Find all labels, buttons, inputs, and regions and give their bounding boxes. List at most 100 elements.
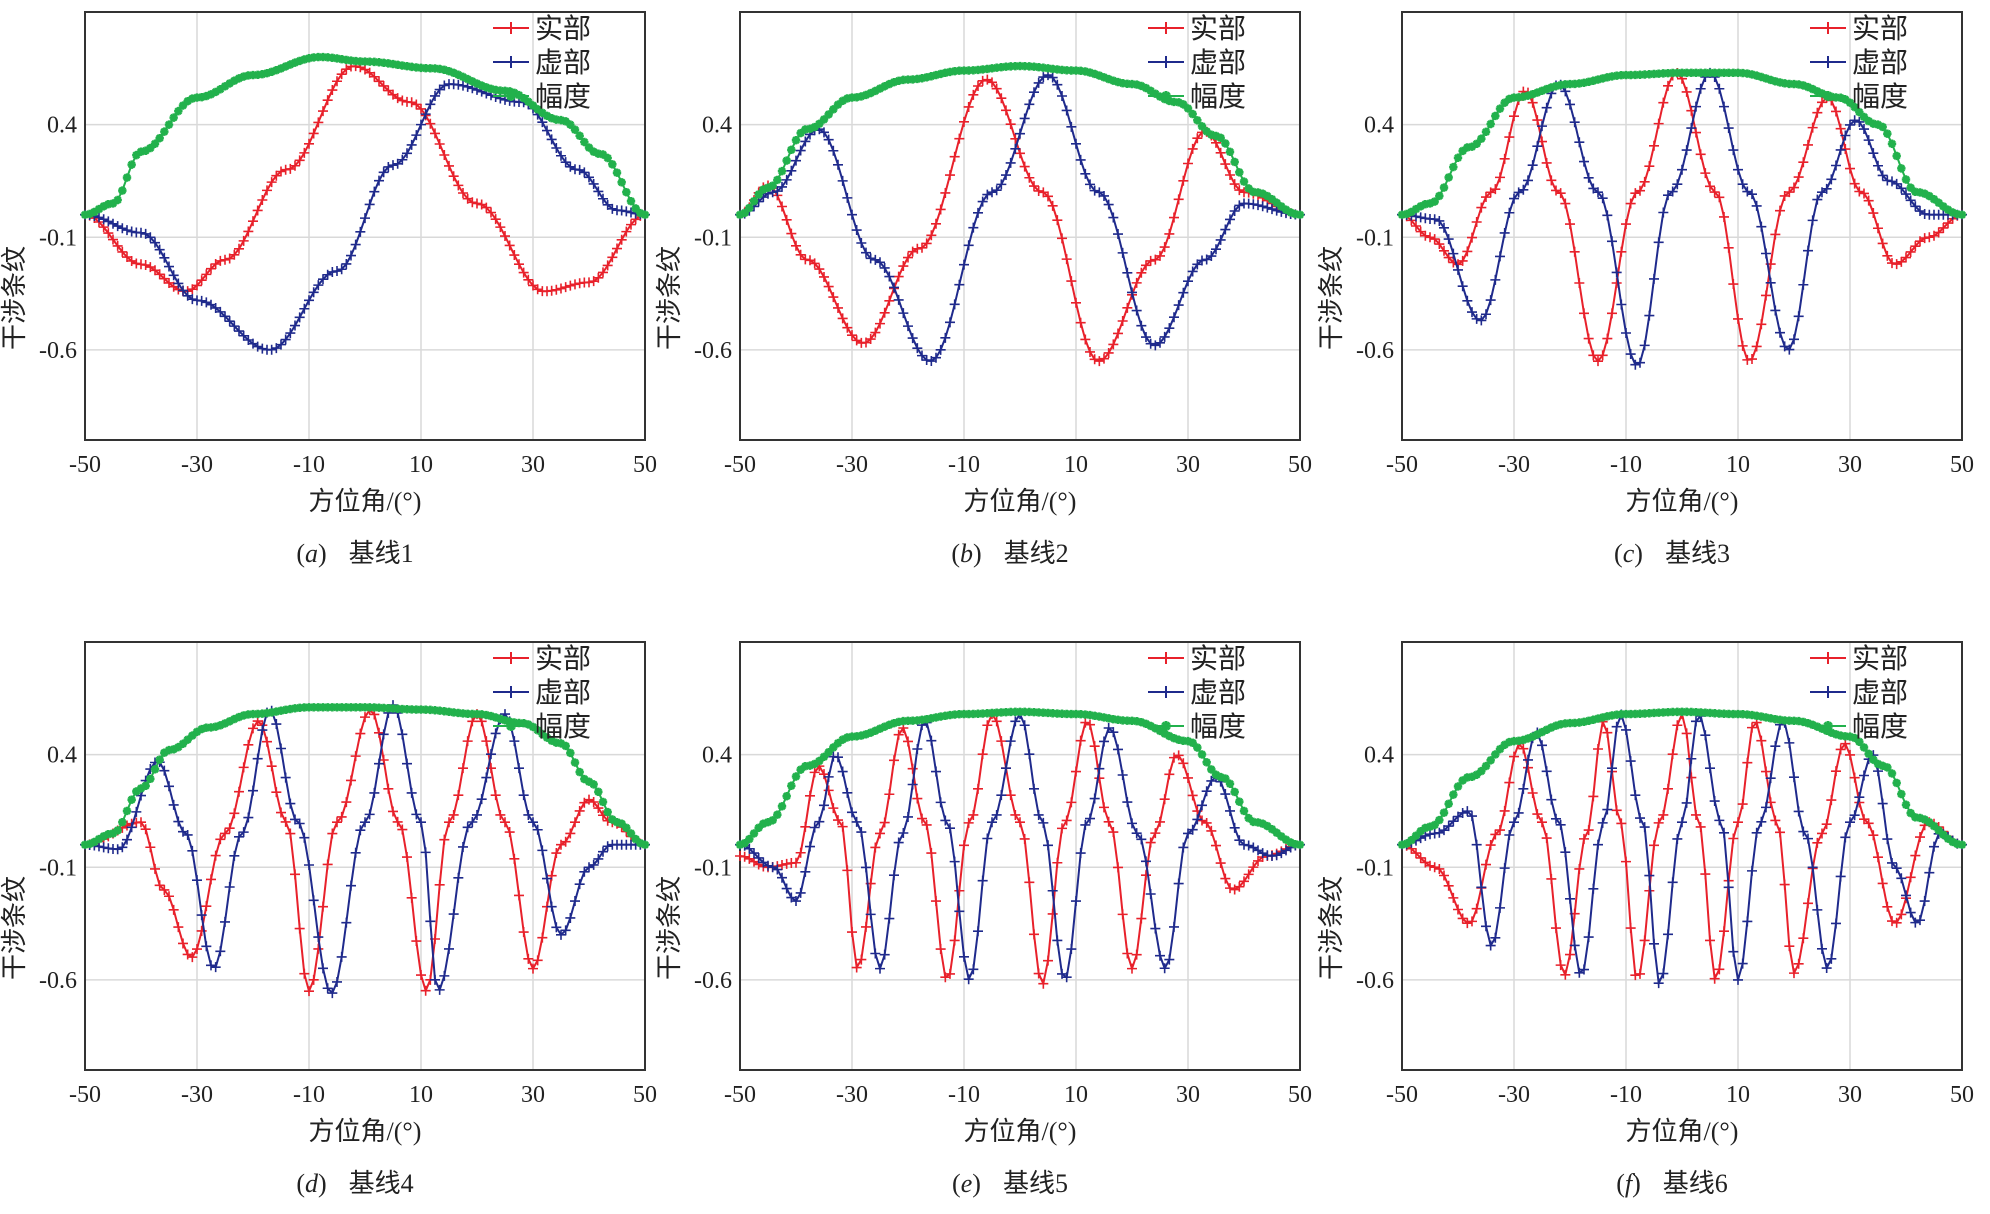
data-point-real	[1719, 926, 1729, 937]
data-point-imag	[1527, 160, 1538, 171]
data-point-real	[570, 279, 580, 290]
data-point-imag	[294, 818, 305, 829]
data-point-mag	[1444, 799, 1453, 808]
data-point-imag	[117, 842, 128, 853]
data-point-mag	[1272, 198, 1281, 207]
data-point-mag	[132, 787, 141, 796]
data-point-imag	[781, 883, 792, 894]
data-point-real	[1248, 862, 1259, 873]
y-tick-label: -0.1	[694, 225, 732, 251]
data-point-mag	[1085, 710, 1095, 720]
data-point-real	[1457, 913, 1468, 924]
data-point-mag	[1062, 66, 1071, 75]
caption-text: 基线3	[1665, 539, 1730, 568]
data-point-real	[1108, 339, 1119, 350]
data-point-mag	[1691, 68, 1701, 78]
caption-paren-close: )	[972, 1169, 981, 1198]
data-point-mag	[1449, 790, 1458, 799]
data-point-real	[378, 80, 389, 91]
data-point-mag	[1127, 716, 1137, 726]
data-point-imag	[1896, 183, 1907, 194]
data-point-mag	[1775, 715, 1785, 725]
data-point-mag	[538, 729, 547, 739]
data-point-imag	[173, 278, 184, 289]
data-point-imag	[991, 809, 1002, 820]
panel-caption: (e) 基线5	[952, 1169, 1068, 1198]
data-point-real	[112, 240, 123, 251]
data-point-real	[1425, 860, 1435, 871]
data-point-real	[523, 953, 534, 964]
data-point-mag	[589, 780, 598, 789]
data-point-imag	[1588, 883, 1599, 894]
data-point-mag	[477, 81, 486, 90]
data-point-real	[206, 874, 216, 885]
data-point-mag	[894, 717, 903, 727]
data-point-imag	[973, 926, 983, 937]
data-point-real	[458, 188, 468, 198]
data-point-real	[991, 83, 1002, 94]
data-point-real	[1630, 188, 1641, 199]
data-point-real	[201, 901, 212, 912]
data-point-mag	[360, 57, 370, 66]
caption-paren-open: (	[296, 1169, 305, 1198]
data-point-real	[1574, 277, 1585, 288]
caption-paren-close: )	[1632, 1169, 1641, 1198]
data-point-mag	[1211, 770, 1221, 779]
data-point-imag	[467, 817, 478, 828]
data-point-mag	[323, 703, 332, 712]
data-point-mag	[866, 728, 875, 737]
data-point-real	[1183, 772, 1193, 783]
data-point-imag	[551, 143, 562, 154]
data-point-mag	[1920, 189, 1929, 198]
legend-marker	[1822, 56, 1834, 68]
data-point-imag	[1145, 338, 1156, 349]
x-tick-label: -10	[1610, 452, 1642, 478]
data-point-mag	[1607, 72, 1617, 81]
data-point-imag	[833, 159, 843, 170]
data-point-mag	[1537, 727, 1547, 737]
data-point-mag	[1831, 730, 1841, 739]
data-point-imag	[1103, 723, 1114, 734]
data-point-mag	[1752, 711, 1761, 720]
data-point-real	[1784, 187, 1795, 198]
data-point-mag	[542, 111, 552, 121]
data-point-mag	[1617, 71, 1626, 80]
data-point-imag	[593, 853, 604, 864]
axes-frame	[1401, 641, 1963, 1071]
data-point-imag	[1555, 819, 1566, 830]
data-point-imag	[1122, 797, 1133, 808]
legend-label: 幅度	[1190, 81, 1246, 113]
data-point-imag	[907, 333, 918, 344]
data-point-mag	[146, 774, 155, 784]
data-point-mag	[570, 125, 580, 134]
data-point-mag	[917, 715, 927, 725]
data-point-real	[299, 968, 310, 979]
data-point-imag	[434, 984, 445, 995]
data-point-mag	[833, 100, 843, 109]
data-point-mag	[239, 72, 248, 81]
data-point-mag	[1402, 839, 1411, 848]
data-point-imag	[1518, 184, 1529, 195]
data-point-mag	[1645, 709, 1654, 718]
data-point-imag	[266, 344, 277, 355]
data-point-mag	[430, 64, 440, 73]
data-point-real	[1443, 880, 1454, 891]
data-point-mag	[787, 145, 796, 154]
data-point-real	[921, 238, 932, 249]
data-point-real	[1653, 817, 1664, 828]
data-point-real	[1565, 219, 1575, 230]
data-point-mag	[1817, 724, 1827, 733]
data-point-imag	[168, 270, 179, 281]
data-point-real	[1103, 347, 1114, 358]
data-point-mag	[810, 759, 819, 769]
data-point-real	[945, 170, 955, 181]
data-point-mag	[538, 108, 547, 118]
data-point-real	[1877, 878, 1888, 889]
x-tick-label: -50	[69, 452, 101, 478]
data-point-mag	[365, 703, 374, 712]
data-point-imag	[1462, 295, 1473, 306]
data-point-imag	[532, 824, 543, 835]
legend-marker	[505, 652, 517, 664]
data-point-mag	[945, 710, 955, 720]
data-point-imag	[257, 343, 268, 354]
